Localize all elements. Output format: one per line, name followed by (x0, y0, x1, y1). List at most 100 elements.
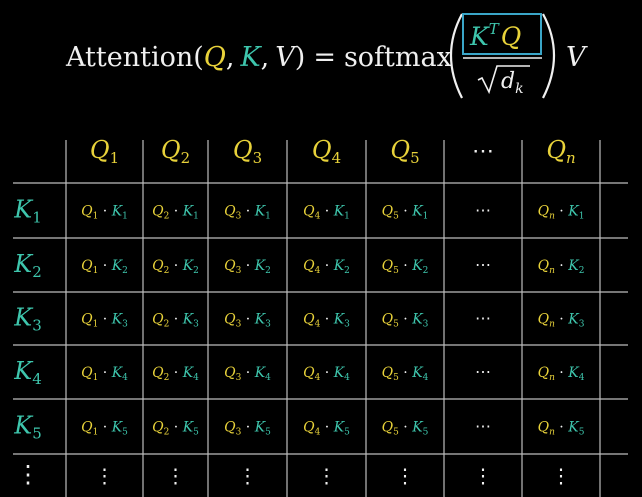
cell-k-symbol: K (567, 312, 580, 328)
dot-product-cell: Qn · K4 (538, 365, 585, 383)
cell-k-subscript: 4 (193, 373, 199, 383)
cell-q-symbol: Q (382, 365, 394, 381)
dot-product-cell: Q1 · K3 (81, 312, 128, 330)
cell-dot: · (320, 312, 333, 328)
cell-k-subscript: 2 (122, 266, 128, 276)
dot-product-cell: Q3 · K5 (224, 420, 271, 438)
cell-k-subscript: 1 (579, 212, 585, 222)
dot-product-cell: Q1 · K5 (81, 420, 128, 438)
cell-q-symbol: Q (538, 365, 550, 381)
cell-k-symbol: K (111, 312, 124, 328)
cell-dot: · (98, 258, 111, 274)
cell-q-subscript: 5 (393, 212, 399, 222)
q-header: Q1 (90, 136, 119, 167)
cell-k-subscript: 5 (579, 428, 585, 438)
cell-q-symbol: Q (303, 365, 315, 381)
q-header-symbol: Q (233, 136, 253, 164)
cell-q-symbol: Q (224, 258, 236, 274)
k-header-subscript: 3 (32, 317, 42, 335)
cell-dot: · (98, 204, 111, 220)
dot-product-cell: Q3 · K1 (224, 204, 271, 222)
svg-text:Attention(Q,K,V)=softmax: Attention(Q, K, V) = softmax (65, 42, 452, 73)
cell-dot: · (399, 365, 412, 381)
cell-q-subscript: 4 (315, 212, 321, 222)
k-header-subscript: 2 (32, 263, 42, 281)
ellipsis-glyph: ⋮ (317, 464, 337, 488)
cell-dot: · (241, 365, 254, 381)
q-header-symbol: Q (161, 136, 181, 164)
q-header: Q2 (161, 136, 190, 167)
dot-product-cell: Q1 · K4 (81, 365, 128, 383)
cell-q-subscript: 5 (393, 373, 399, 383)
cell-q-subscript: 5 (393, 428, 399, 438)
cell-k-symbol: K (182, 204, 195, 220)
cell-q-subscript: 5 (393, 266, 399, 276)
ellipsis-glyph: ⋯ (475, 362, 491, 381)
cell-k-symbol: K (182, 420, 195, 436)
cell-k-symbol: K (333, 258, 346, 274)
cell-q-symbol: Q (81, 312, 93, 328)
cell-vertical-ellipsis: ⋮ (166, 464, 186, 488)
cell-q-subscript: 3 (236, 428, 242, 438)
cell-k-symbol: K (567, 365, 580, 381)
cell-q-symbol: Q (152, 204, 164, 220)
cell-q-symbol: Q (81, 258, 93, 274)
formula-softmax: softmax (344, 42, 452, 73)
dot-product-cell: Q2 · K1 (152, 204, 199, 222)
cell-k-symbol: K (333, 312, 346, 328)
cell-k-symbol: K (111, 365, 124, 381)
cell-dot: · (555, 312, 568, 328)
cell-k-subscript: 5 (122, 428, 128, 438)
ellipsis-glyph: ⋮ (395, 464, 415, 488)
ellipsis-glyph: ⋯ (475, 201, 491, 220)
cell-q-symbol: Q (538, 420, 550, 436)
cell-dot: · (98, 420, 111, 436)
numerator-q: Q (501, 22, 522, 51)
q-header-symbol: Q (390, 136, 410, 164)
dot-product-cell: Q4 · K1 (303, 204, 350, 222)
cell-q-subscript: 3 (236, 212, 242, 222)
formula-q: Q (204, 42, 226, 73)
cell-q-symbol: Q (382, 420, 394, 436)
cell-k-subscript: 4 (423, 373, 429, 383)
ellipsis-glyph: ⋮ (238, 464, 258, 488)
cell-q-symbol: Q (303, 312, 315, 328)
cell-dot: · (320, 204, 333, 220)
ellipsis-glyph: ⋮ (473, 464, 493, 488)
cell-q-symbol: Q (152, 420, 164, 436)
dot-product-cell: Q5 · K3 (382, 312, 429, 330)
cell-vertical-ellipsis: ⋮ (551, 464, 571, 488)
cell-horizontal-ellipsis: ⋯ (475, 309, 491, 328)
cell-dot: · (320, 365, 333, 381)
dot-product-cell: Qn · K2 (538, 258, 585, 276)
k-header: ⋮ (16, 461, 40, 489)
cell-k-subscript: 3 (579, 320, 585, 330)
cell-k-subscript: 1 (344, 212, 350, 222)
k-header: K4 (13, 357, 41, 388)
cell-dot: · (169, 365, 182, 381)
cell-k-symbol: K (111, 420, 124, 436)
k-header-symbol: K (13, 412, 34, 440)
formula-close-paren: ) (295, 42, 306, 73)
cell-q-subscript: 1 (93, 373, 99, 383)
attention-formula: Attention(Q, K, V) = softmax KTQ dk V (65, 13, 588, 99)
ellipsis-glyph: ⋯ (475, 255, 491, 274)
cell-k-subscript: 5 (344, 428, 350, 438)
cell-k-symbol: K (254, 258, 267, 274)
dot-product-cell: Q2 · K2 (152, 258, 199, 276)
cell-dot: · (98, 365, 111, 381)
q-header-subscript: 5 (410, 149, 420, 167)
dot-product-cell: Q1 · K1 (81, 204, 128, 222)
dot-product-cell: Q2 · K3 (152, 312, 199, 330)
cell-dot: · (555, 258, 568, 274)
cell-q-subscript: 5 (393, 320, 399, 330)
cell-vertical-ellipsis: ⋮ (317, 464, 337, 488)
formula-equals: = (313, 42, 336, 73)
dot-product-cell: Q3 · K4 (224, 365, 271, 383)
formula-v: V (275, 42, 297, 73)
q-header-symbol: Q (546, 136, 566, 164)
cell-k-symbol: K (567, 258, 580, 274)
right-big-paren (542, 13, 556, 99)
cell-q-subscript: 4 (315, 428, 321, 438)
dot-product-cell: Q5 · K2 (382, 258, 429, 276)
